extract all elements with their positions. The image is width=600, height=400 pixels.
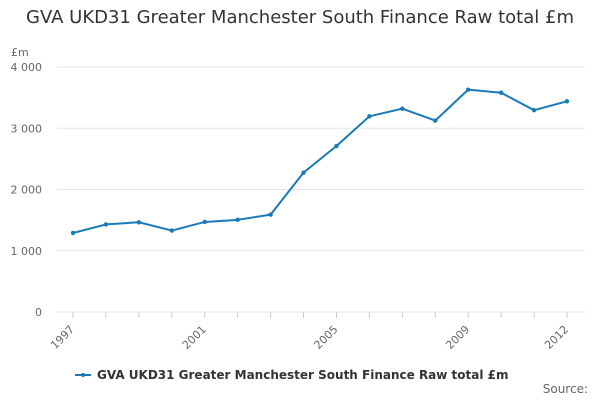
source-credit: Source:	[542, 382, 588, 396]
y-tick-label: 0	[35, 306, 42, 319]
data-point[interactable]	[466, 87, 471, 92]
data-point[interactable]	[400, 106, 405, 111]
y-tick-label: 3 000	[11, 122, 43, 135]
y-tick-label: 2 000	[11, 184, 43, 197]
series-line[interactable]	[72, 88, 568, 234]
data-point[interactable]	[136, 220, 142, 225]
x-tick-label: 2012	[542, 323, 571, 352]
grid-lines	[57, 66, 585, 313]
data-point[interactable]	[433, 118, 438, 123]
y-tick-label: 4 000	[11, 61, 43, 74]
data-point[interactable]	[301, 170, 306, 175]
series-layer	[70, 87, 570, 236]
data-point[interactable]	[70, 230, 76, 236]
data-point[interactable]	[103, 222, 109, 227]
data-point[interactable]	[531, 107, 537, 113]
data-point[interactable]	[498, 90, 504, 95]
legend-series-label: GVA UKD31 Greater Manchester South Finan…	[97, 368, 509, 382]
data-point[interactable]	[334, 143, 339, 149]
data-point[interactable]	[169, 228, 174, 233]
x-tick-label: 1997	[48, 323, 77, 352]
y-tick-label: 1 000	[11, 245, 43, 258]
data-point[interactable]	[367, 114, 372, 119]
data-point[interactable]	[564, 99, 570, 104]
legend-line-marker-icon	[75, 370, 91, 380]
x-tick-label: 2009	[443, 323, 472, 352]
x-tick-label: 2005	[312, 323, 341, 352]
data-point[interactable]	[202, 219, 207, 225]
legend[interactable]: GVA UKD31 Greater Manchester South Finan…	[75, 366, 509, 384]
data-point[interactable]	[235, 217, 240, 223]
chart-title: GVA UKD31 Greater Manchester South Finan…	[26, 7, 574, 28]
y-axis-label: £m	[11, 46, 29, 59]
data-point[interactable]	[268, 212, 273, 217]
axes: 0 1 000 2 000 3 000 4 000 £m 1997 2001 2005 2009 2…	[11, 46, 572, 352]
x-tick-label: 2001	[180, 323, 209, 352]
